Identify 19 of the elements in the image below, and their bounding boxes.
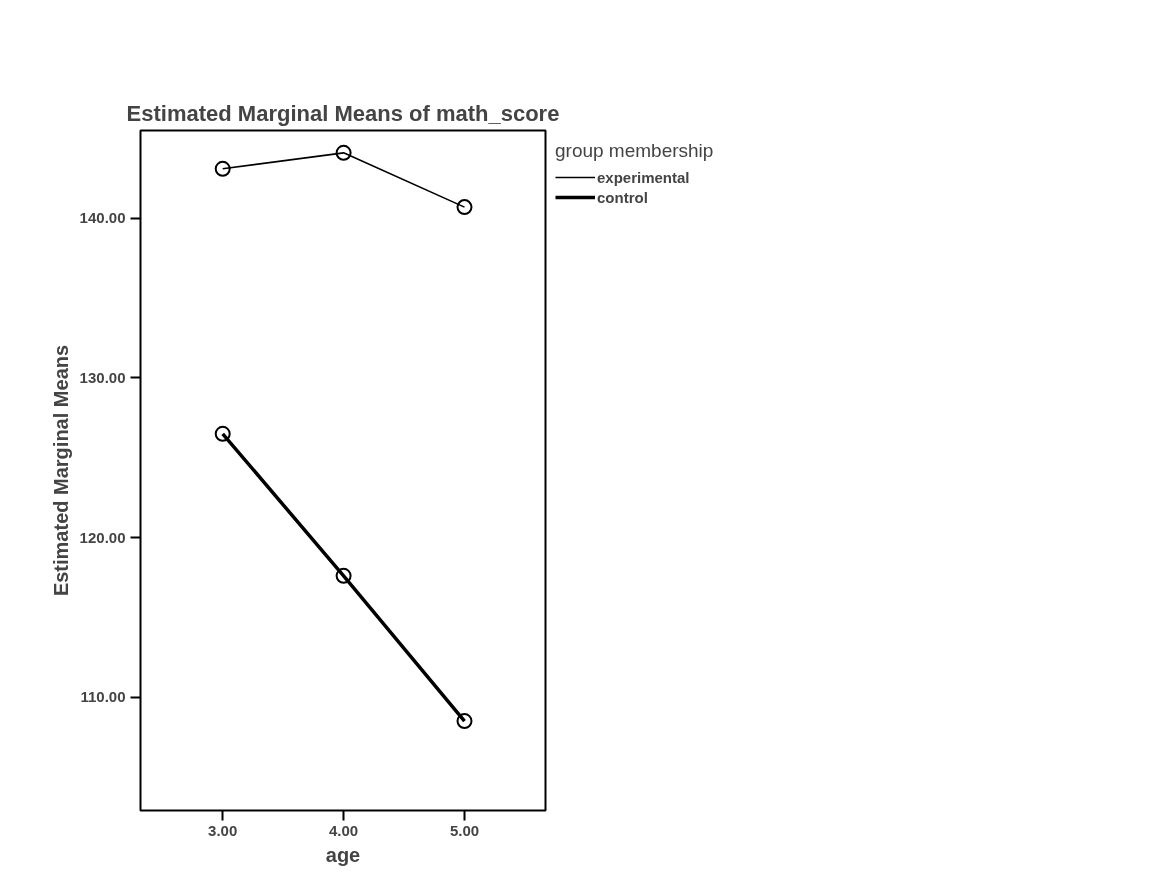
y-tick-label: 140.00 [79,209,126,227]
point [214,160,231,177]
legend-label: experimental [597,168,690,186]
y-tick-label: 120.00 [79,528,126,546]
y-tick-label: 110.00 [80,688,126,706]
x-tick-label: 3.00 [208,821,238,839]
point [214,425,231,442]
x-tick-label: 5.00 [449,821,480,839]
y-tick-label: 130.00 [79,368,126,386]
y-axis-title: Estimated Marginal Means [49,344,72,597]
point [335,144,352,161]
legend-title: group membership [555,140,714,162]
x-axis-title: age [325,843,361,866]
point [335,567,352,584]
point [456,713,473,730]
legend-label: control [597,188,648,206]
x-tick-label: 4.00 [329,821,359,839]
chart-title: Estimated Marginal Means of math_score [126,100,560,126]
point [456,199,473,216]
